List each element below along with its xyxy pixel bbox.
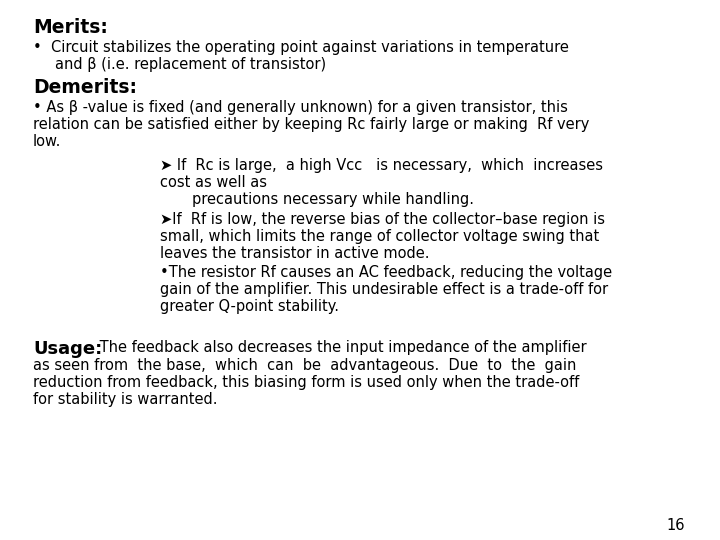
Text: small, which limits the range of collector voltage swing that: small, which limits the range of collect…	[160, 229, 599, 244]
Text: relation can be satisfied either by keeping Rᴄ fairly large or making  Rf very: relation can be satisfied either by keep…	[33, 117, 590, 132]
Text: leaves the transistor in active mode.: leaves the transistor in active mode.	[160, 246, 430, 261]
Text: low.: low.	[33, 134, 61, 149]
Text: •The resistor Rf causes an AC feedback, reducing the voltage: •The resistor Rf causes an AC feedback, …	[160, 265, 612, 280]
Text: Merits:: Merits:	[33, 18, 108, 37]
Text: 16: 16	[667, 518, 685, 533]
Text: gain of the amplifier. This undesirable effect is a trade-off for: gain of the amplifier. This undesirable …	[160, 282, 608, 297]
Text: reduction from feedback, this biasing form is used only when the trade-off: reduction from feedback, this biasing fo…	[33, 375, 580, 390]
Text: •  Circuit stabilizes the operating point against variations in temperature: • Circuit stabilizes the operating point…	[33, 40, 569, 55]
Text: cost as well as: cost as well as	[160, 175, 267, 190]
Text: and β (i.e. replacement of transistor): and β (i.e. replacement of transistor)	[55, 57, 326, 72]
Text: ➤If  Rf is low, the reverse bias of the collector–base region is: ➤If Rf is low, the reverse bias of the c…	[160, 212, 605, 227]
Text: greater Q-point stability.: greater Q-point stability.	[160, 299, 339, 314]
Text: for stability is warranted.: for stability is warranted.	[33, 392, 217, 407]
Text: as seen from  the base,  which  can  be  advantageous.  Due  to  the  gain: as seen from the base, which can be adva…	[33, 358, 577, 373]
Text: Demerits:: Demerits:	[33, 78, 137, 97]
Text: Usage:: Usage:	[33, 340, 102, 358]
Text: The feedback also decreases the input impedance of the amplifier: The feedback also decreases the input im…	[95, 340, 587, 355]
Text: • As β -value is fixed (and generally unknown) for a given transistor, this: • As β -value is fixed (and generally un…	[33, 100, 568, 115]
Text: precautions necessary while handling.: precautions necessary while handling.	[192, 192, 474, 207]
Text: ➤ If  Rᴄ is large,  a high Vᴄᴄ   is necessary,  which  increases: ➤ If Rᴄ is large, a high Vᴄᴄ is necessar…	[160, 158, 603, 173]
